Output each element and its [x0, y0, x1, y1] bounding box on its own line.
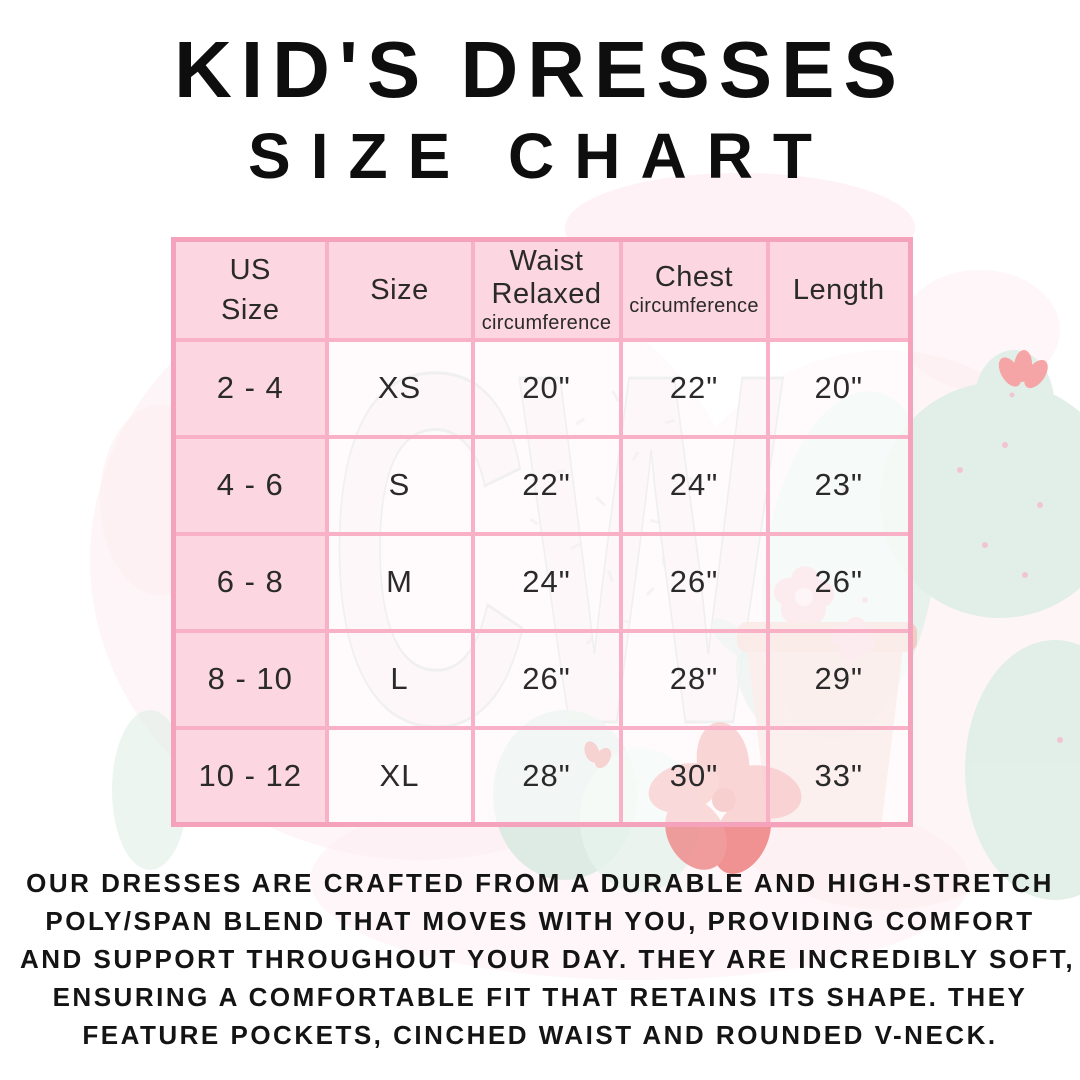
cell-chest: 26": [618, 531, 770, 633]
description-line: AND SUPPORT THROUGHOUT YOUR DAY. THEY AR…: [20, 944, 1076, 974]
header-sublabel: circumference: [481, 311, 612, 334]
header-label: Chest: [654, 261, 734, 294]
cell-us-size: 4 - 6: [171, 434, 329, 536]
header-label: US: [229, 253, 271, 286]
page-header: KID'S DRESSES SIZE CHART: [0, 25, 1080, 192]
page-subtitle: SIZE CHART: [248, 120, 832, 192]
description-line: POLY/SPAN BLEND THAT MOVES WITH YOU, PRO…: [45, 906, 1035, 936]
cell-waist: 20": [470, 337, 623, 439]
description-line: ENSURING A COMFORTABLE FIT THAT RETAINS …: [52, 982, 1028, 1012]
header-label: Size: [221, 293, 280, 326]
cell-chest: 22": [618, 337, 770, 439]
size-chart-table: US Size Size Waist Relaxed circumference…: [171, 237, 913, 827]
table-row: 6 - 8 M 24" 26" 26": [171, 531, 913, 633]
header-label: Length: [792, 273, 885, 306]
cell-length: 23": [765, 434, 913, 536]
cell-waist: 28": [470, 725, 623, 827]
cell-waist: 26": [470, 628, 623, 730]
cell-size: M: [324, 531, 475, 633]
table-row: 4 - 6 S 22" 24" 23": [171, 434, 913, 536]
description-line: OUR DRESSES ARE CRAFTED FROM A DURABLE A…: [26, 868, 1054, 898]
col-header-chest: Chest circumference: [618, 237, 770, 342]
cell-us-size: 10 - 12: [171, 725, 329, 827]
cell-chest: 24": [618, 434, 770, 536]
cell-length: 33": [765, 725, 913, 827]
header-label: Relaxed: [491, 277, 602, 310]
table-row: 8 - 10 L 26" 28" 29": [171, 628, 913, 730]
cell-size: S: [324, 434, 475, 536]
header-sublabel: circumference: [629, 295, 759, 318]
cell-waist: 24": [470, 531, 623, 633]
col-header-size: Size: [324, 237, 475, 342]
watermark-bloom-icon: [998, 350, 1048, 389]
header-row: US Size Size Waist Relaxed circumference…: [171, 237, 913, 342]
cell-length: 26": [765, 531, 913, 633]
col-header-us-size: US Size: [171, 237, 329, 342]
cell-chest: 30": [618, 725, 770, 827]
cell-size: XL: [324, 725, 475, 827]
cell-us-size: 2 - 4: [171, 337, 329, 439]
cell-length: 20": [765, 337, 913, 439]
header-label: Waist: [509, 244, 584, 277]
header-label: Size: [370, 273, 429, 306]
col-header-waist: Waist Relaxed circumference: [470, 237, 623, 342]
cell-waist: 22": [470, 434, 623, 536]
page-title: KID'S DRESSES: [174, 25, 906, 114]
cell-size: XS: [324, 337, 475, 439]
description-line: FEATURE POCKETS, CINCHED WAIST AND ROUND…: [82, 1020, 998, 1050]
cell-length: 29": [765, 628, 913, 730]
cell-size: L: [324, 628, 475, 730]
cell-us-size: 8 - 10: [171, 628, 329, 730]
table-row: 2 - 4 XS 20" 22" 20": [171, 337, 913, 439]
cell-chest: 28": [618, 628, 770, 730]
product-description: OUR DRESSES ARE CRAFTED FROM A DURABLE A…: [20, 864, 1076, 1054]
col-header-length: Length: [765, 237, 913, 342]
table-row: 10 - 12 XL 28" 30" 33": [171, 725, 913, 827]
cell-us-size: 6 - 8: [171, 531, 329, 633]
